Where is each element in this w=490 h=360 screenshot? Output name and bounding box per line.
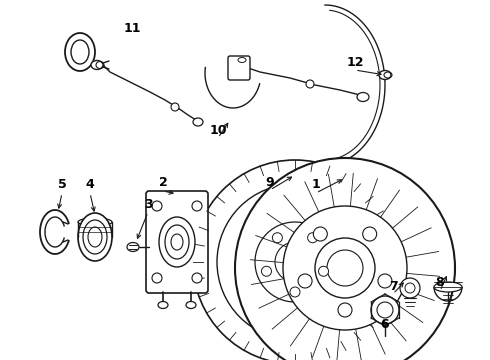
Circle shape bbox=[315, 238, 375, 298]
Ellipse shape bbox=[357, 93, 369, 102]
Text: 4: 4 bbox=[86, 179, 95, 192]
Circle shape bbox=[378, 274, 392, 288]
Text: 6: 6 bbox=[381, 319, 390, 332]
Ellipse shape bbox=[78, 213, 112, 261]
Text: 2: 2 bbox=[159, 176, 168, 189]
Text: 5: 5 bbox=[58, 179, 66, 192]
Circle shape bbox=[272, 233, 282, 243]
Circle shape bbox=[235, 158, 455, 360]
Circle shape bbox=[192, 201, 202, 211]
Circle shape bbox=[255, 222, 335, 302]
Circle shape bbox=[313, 227, 327, 241]
Ellipse shape bbox=[127, 243, 139, 252]
Text: 8: 8 bbox=[436, 276, 444, 289]
Ellipse shape bbox=[186, 302, 196, 309]
Text: 3: 3 bbox=[144, 198, 152, 211]
Text: 1: 1 bbox=[312, 179, 320, 192]
Text: 9: 9 bbox=[266, 175, 274, 189]
Ellipse shape bbox=[193, 118, 203, 126]
Circle shape bbox=[298, 274, 312, 288]
Circle shape bbox=[192, 273, 202, 283]
Circle shape bbox=[308, 233, 318, 243]
Text: 10: 10 bbox=[209, 123, 227, 136]
FancyBboxPatch shape bbox=[146, 191, 208, 293]
Ellipse shape bbox=[158, 302, 168, 309]
Ellipse shape bbox=[434, 282, 462, 292]
Circle shape bbox=[262, 266, 271, 276]
Circle shape bbox=[152, 273, 162, 283]
Circle shape bbox=[152, 201, 162, 211]
Circle shape bbox=[217, 184, 373, 340]
Ellipse shape bbox=[319, 171, 331, 180]
Ellipse shape bbox=[65, 33, 95, 71]
Text: 12: 12 bbox=[346, 55, 364, 68]
Text: 11: 11 bbox=[123, 22, 141, 35]
FancyBboxPatch shape bbox=[228, 56, 250, 80]
Circle shape bbox=[318, 266, 328, 276]
Circle shape bbox=[363, 227, 377, 241]
Circle shape bbox=[338, 303, 352, 317]
Ellipse shape bbox=[78, 218, 112, 226]
Circle shape bbox=[306, 80, 314, 88]
Ellipse shape bbox=[379, 71, 391, 80]
Ellipse shape bbox=[91, 60, 103, 69]
Circle shape bbox=[400, 278, 420, 298]
Circle shape bbox=[371, 296, 399, 324]
Circle shape bbox=[283, 206, 407, 330]
Text: 7: 7 bbox=[389, 279, 397, 292]
Ellipse shape bbox=[159, 217, 195, 267]
Circle shape bbox=[290, 287, 300, 297]
Circle shape bbox=[171, 103, 179, 111]
